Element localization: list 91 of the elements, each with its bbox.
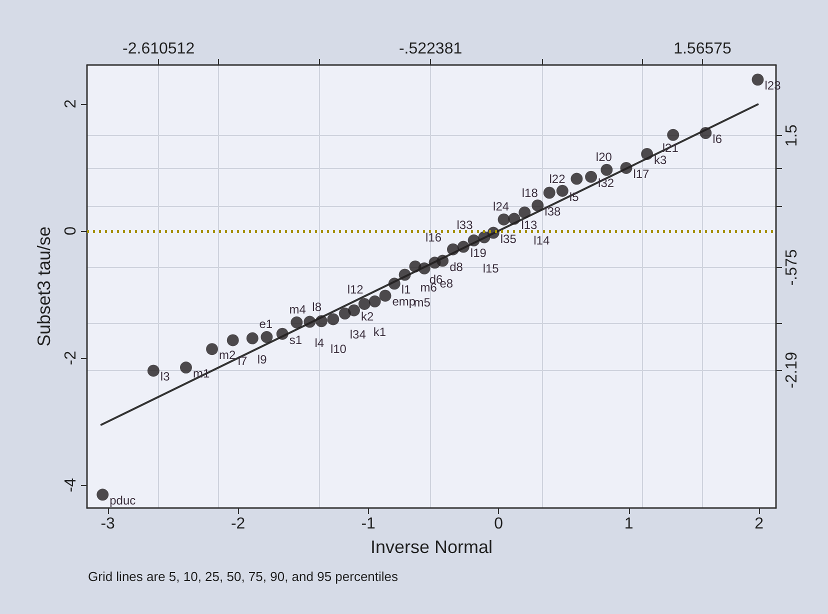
y2-tick-label: 1.5 xyxy=(784,124,800,147)
annotation: l24 xyxy=(493,199,510,214)
point xyxy=(180,362,192,374)
point xyxy=(348,304,360,316)
annotation: l15 xyxy=(482,261,500,276)
point xyxy=(518,206,531,218)
point xyxy=(667,128,680,141)
point xyxy=(147,364,160,377)
annotation: l3 xyxy=(160,370,170,384)
point xyxy=(388,278,400,290)
annotation: k3 xyxy=(654,152,668,167)
point xyxy=(368,295,381,308)
y-axis-title: Subset3 tau/se xyxy=(34,226,54,347)
annotation: l20 xyxy=(596,150,612,164)
point xyxy=(246,332,258,344)
point xyxy=(508,212,520,225)
point xyxy=(398,268,411,281)
annotation: l13 xyxy=(521,218,538,232)
x-tick-label: -3 xyxy=(100,516,116,532)
point xyxy=(570,172,583,185)
x-axis-title: Inverse Normal xyxy=(370,537,493,557)
point xyxy=(468,234,480,246)
x-tick-label: 0 xyxy=(494,516,504,532)
annotation: l9 xyxy=(257,352,268,366)
x2-tick-label: 1.56575 xyxy=(674,40,732,58)
annotation: pduc xyxy=(110,494,136,508)
annotation: l33 xyxy=(456,218,474,232)
annotation: l35 xyxy=(500,232,517,246)
annotation: m4 xyxy=(289,302,306,316)
x-tick-label: 2 xyxy=(754,516,764,532)
annotation: l14 xyxy=(534,233,550,248)
annotation: l16 xyxy=(425,230,442,244)
annotation: k1 xyxy=(373,324,386,339)
point xyxy=(600,164,613,176)
point xyxy=(620,162,632,174)
point xyxy=(276,328,288,340)
x-tick-label: -1 xyxy=(361,516,376,532)
point xyxy=(226,334,239,346)
point xyxy=(290,316,303,328)
point xyxy=(700,127,712,140)
annotation: l10 xyxy=(330,342,347,356)
annotation: l7 xyxy=(238,354,248,368)
y2-tick-label: -2.19 xyxy=(784,352,800,388)
annotation: m5 xyxy=(414,296,431,310)
point xyxy=(641,148,654,160)
annotation: l32 xyxy=(598,176,614,190)
annotation: l1 xyxy=(401,282,412,297)
point xyxy=(260,331,273,344)
annotation: l12 xyxy=(347,282,364,296)
annotation: m2 xyxy=(219,348,236,362)
annotation: l4 xyxy=(314,336,324,350)
point xyxy=(447,243,459,256)
annotation: d8 xyxy=(450,260,464,274)
annotation: k2 xyxy=(361,309,374,324)
annotation: emp xyxy=(392,294,416,309)
y-tick-label: 2 xyxy=(62,99,80,108)
y-tick-label: 0 xyxy=(62,226,80,236)
point xyxy=(304,316,316,328)
annotation: l19 xyxy=(470,246,487,260)
annotation: l6 xyxy=(712,132,722,146)
point xyxy=(436,254,449,267)
y2-tick-label: -.575 xyxy=(784,249,800,286)
x-tick-label: 1 xyxy=(624,516,634,532)
annotation: l34 xyxy=(350,328,366,342)
annotation: e1 xyxy=(259,317,273,332)
annotation: l18 xyxy=(522,186,538,200)
x2-tick-label: -.522381 xyxy=(398,40,462,58)
point xyxy=(585,170,598,183)
annotation: l8 xyxy=(312,300,322,314)
point xyxy=(327,313,340,326)
point xyxy=(752,74,764,86)
text: Grid lines are 5, 10, 25, 50, 75, 90, and 95 percentiles xyxy=(88,569,399,584)
point xyxy=(457,240,470,253)
point xyxy=(358,298,370,310)
point xyxy=(498,213,510,226)
point xyxy=(96,488,109,501)
annotation: l22 xyxy=(549,172,566,186)
annotation: l17 xyxy=(633,166,650,181)
point xyxy=(556,184,568,197)
annotation: l38 xyxy=(544,204,561,218)
x-tick-label: -2 xyxy=(230,516,246,532)
point xyxy=(379,290,392,302)
point xyxy=(315,315,328,328)
point xyxy=(418,262,430,274)
point xyxy=(532,199,544,212)
x2-tick-label: -2.610512 xyxy=(122,40,195,58)
y-tick-label: -2 xyxy=(62,350,80,366)
point xyxy=(543,186,556,199)
y-tick-label: -4 xyxy=(62,478,80,492)
point xyxy=(206,343,218,356)
annotation: s1 xyxy=(289,332,302,347)
